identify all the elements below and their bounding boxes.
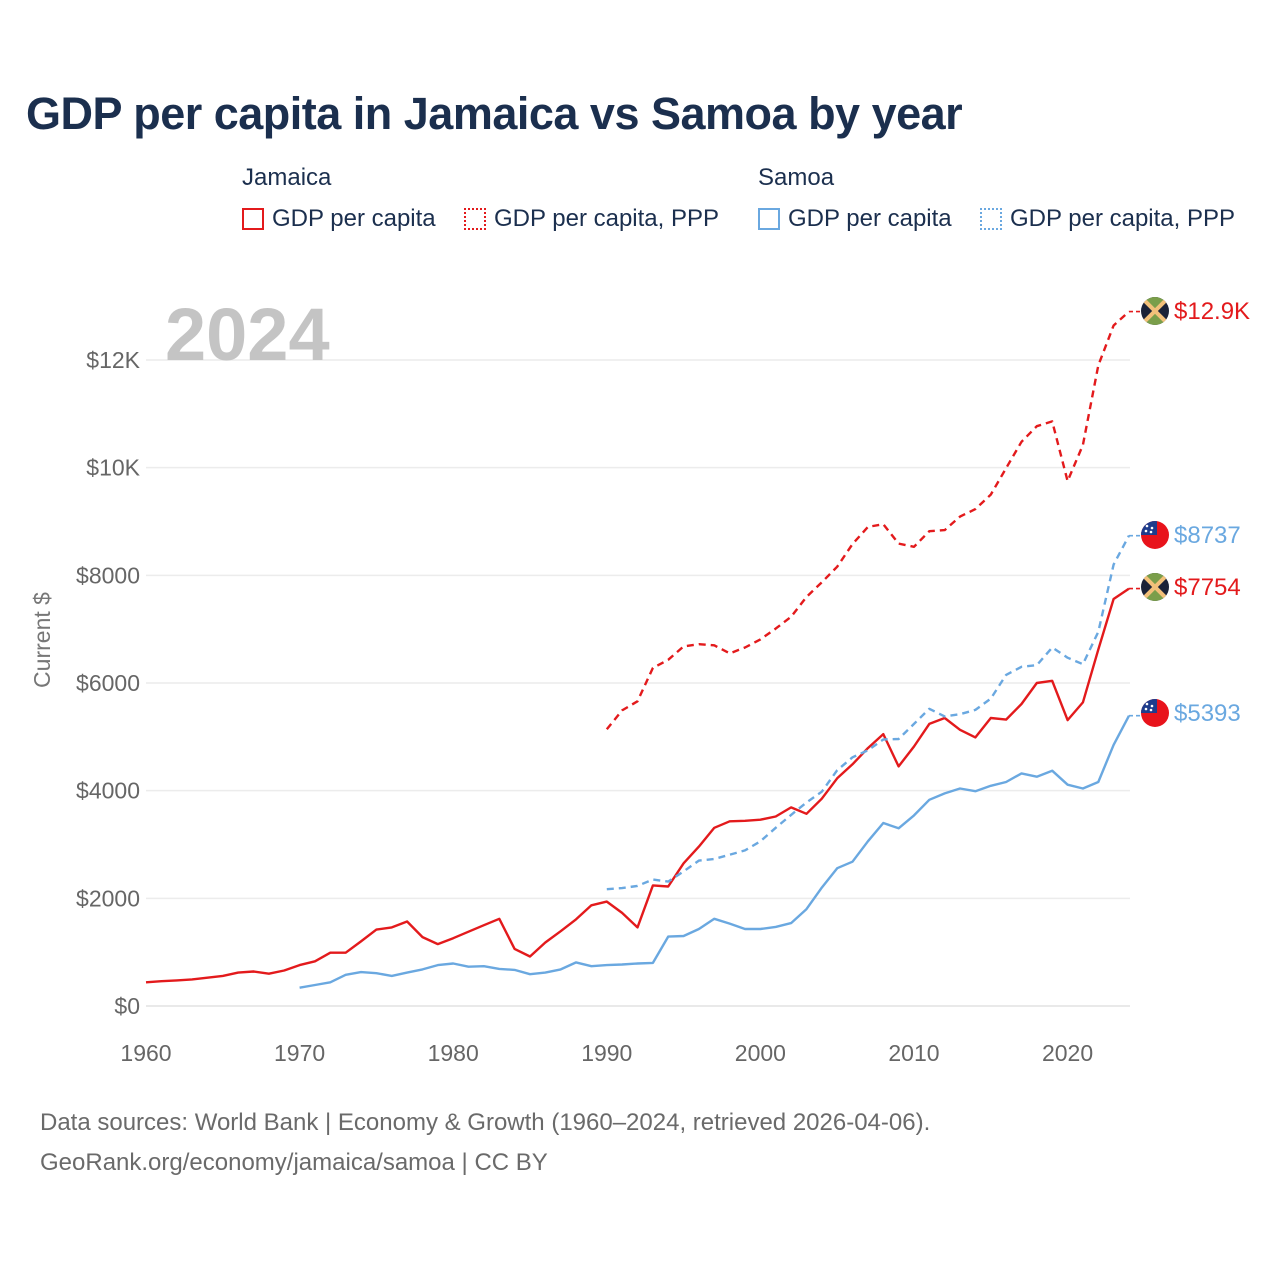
legend-item-samoa-gdp[interactable]: GDP per capita [758,205,952,233]
end-value-label: $5393 [1174,700,1241,727]
samoa-flag-icon [1141,521,1169,549]
flag-layer [1141,297,1169,727]
axis-layer: $0 $2000 $4000 $6000 $8000 $10K $12K 1960 1970 19… [29,347,1093,1066]
y-tick-label: $12K [86,347,140,373]
y-tick-label: $4000 [76,778,140,804]
samoa-flag-icon [1141,699,1169,727]
x-tick-label: 1960 [120,1040,171,1066]
legend-label: GDP per capita, PPP [494,205,719,232]
legend-label: GDP per capita, PPP [1010,205,1235,232]
y-tick-label: $2000 [76,885,140,911]
legend-item-jamaica-gdp[interactable]: GDP per capita [242,205,436,233]
series-line [299,715,1131,989]
x-tick-label: 1990 [581,1040,632,1066]
series-line [145,587,1130,984]
legend-label: GDP per capita [272,205,436,232]
end-value-label: $7754 [1174,574,1241,601]
jamaica-flag-icon [1141,573,1169,601]
chart-title: GDP per capita in Jamaica vs Samoa by ye… [26,88,963,139]
legend-swatch-dotted-red [464,208,486,230]
series-line [605,310,1130,731]
x-tick-label: 2000 [735,1040,786,1066]
x-tick-label: 2020 [1042,1040,1093,1066]
label-layer: $7754 $12.9K $5393 $8737 [1174,298,1250,727]
legend-group-jamaica: Jamaica [242,164,332,191]
attribution-line: GeoRank.org/economy/jamaica/samoa | CC B… [40,1149,548,1176]
x-tick-label: 1980 [428,1040,479,1066]
grid-layer [146,359,1130,1007]
legend-label: GDP per capita [788,205,952,232]
y-tick-label: $8000 [76,562,140,588]
legend-item-samoa-gdp-ppp[interactable]: GDP per capita, PPP [980,205,1235,233]
legend-swatch-solid-blue [758,208,780,230]
legend-item-jamaica-gdp-ppp[interactable]: GDP per capita, PPP [464,205,719,233]
y-axis-label: Current $ [29,592,55,688]
series-layer [145,310,1141,989]
end-value-label: $12.9K [1174,298,1250,325]
jamaica-flag-icon [1141,297,1169,325]
y-tick-label: $0 [114,993,140,1019]
x-tick-label: 2010 [888,1040,939,1066]
x-tick-label: 1970 [274,1040,325,1066]
legend-swatch-solid-red [242,208,264,230]
y-tick-label: $6000 [76,670,140,696]
series-line [606,535,1131,891]
year-watermark: 2024 [165,293,330,376]
legend-swatch-dotted-blue [980,208,1002,230]
legend-group-samoa: Samoa [758,164,835,191]
source-line: Data sources: World Bank | Economy & Gro… [40,1109,931,1136]
end-value-label: $8737 [1174,522,1241,549]
y-tick-label: $10K [86,455,140,481]
